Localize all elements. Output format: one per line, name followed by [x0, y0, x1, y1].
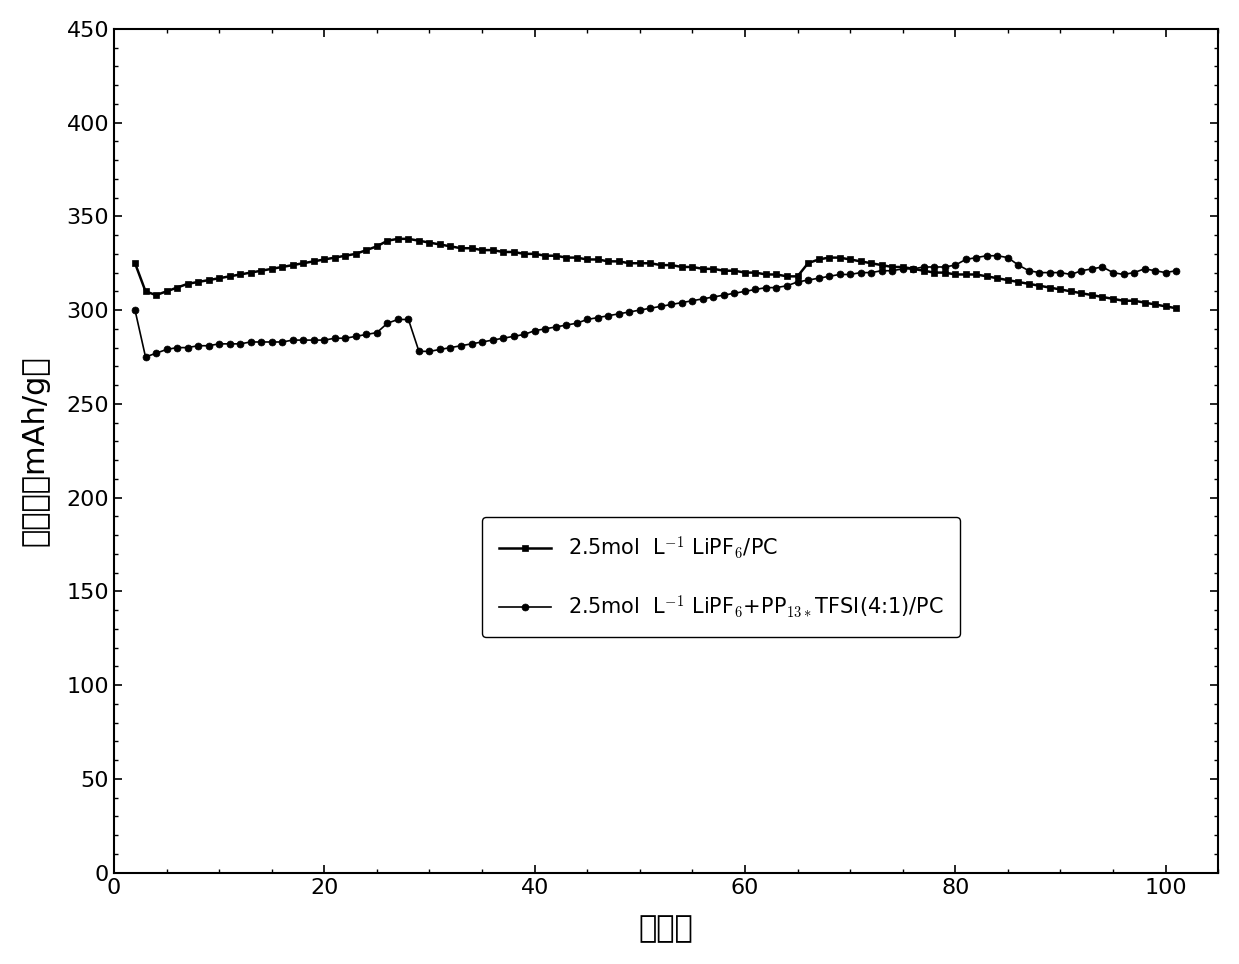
Legend: 2.5mol  L$^{-1}$ LiPF$_6$/PC, 2.5mol  L$^{-1}$ LiPF$_6$+PP$_{13*}$TFSI(4:1)/PC: 2.5mol L$^{-1}$ LiPF$_6$/PC, 2.5mol L$^{… — [482, 518, 960, 637]
Y-axis label: 比容量（mAh/g）: 比容量（mAh/g） — [21, 356, 50, 546]
X-axis label: 循环数: 循环数 — [638, 914, 694, 943]
